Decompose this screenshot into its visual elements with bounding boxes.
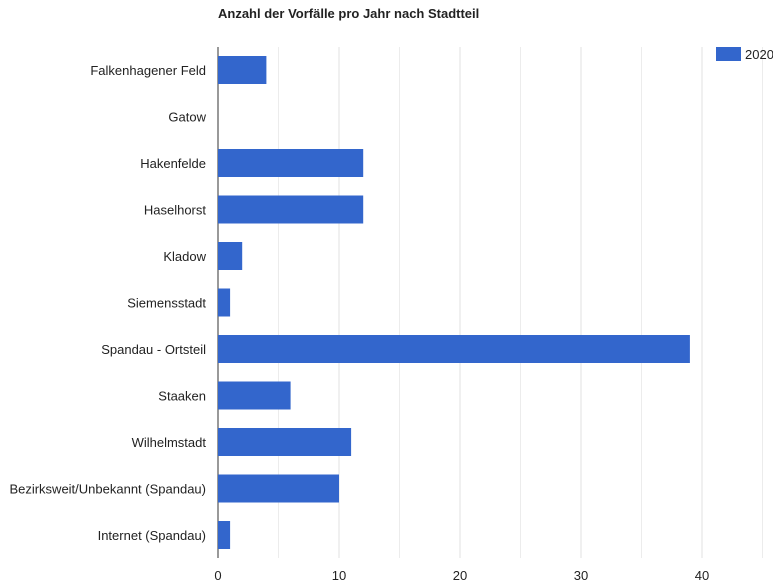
category-label-8: Wilhelmstadt bbox=[132, 435, 207, 450]
category-label-1: Gatow bbox=[168, 110, 206, 125]
legend-swatch bbox=[716, 47, 741, 61]
bar-3[interactable] bbox=[218, 195, 364, 224]
category-label-6: Spandau - Ortsteil bbox=[101, 342, 206, 357]
x-tick-label-2: 20 bbox=[453, 568, 467, 583]
bar-10[interactable] bbox=[218, 521, 231, 549]
category-labels: Falkenhagener Feld Gatow Hakenfelde Haselho… bbox=[9, 63, 206, 543]
category-label-7: Staaken bbox=[158, 389, 206, 404]
bar-4[interactable] bbox=[218, 242, 243, 270]
x-tick-label-3: 30 bbox=[574, 568, 588, 583]
bars bbox=[218, 56, 690, 549]
legend-label: 2020 bbox=[745, 47, 773, 62]
bar-0[interactable] bbox=[218, 56, 267, 84]
bar-5[interactable] bbox=[218, 288, 231, 317]
category-label-3: Haselhorst bbox=[144, 203, 207, 218]
bar-9[interactable] bbox=[218, 474, 339, 503]
x-tick-label-0: 0 bbox=[214, 568, 221, 583]
category-label-5: Siemensstadt bbox=[127, 296, 206, 311]
x-tick-label-4: 40 bbox=[695, 568, 709, 583]
category-label-9: Bezirksweit/Unbekannt (Spandau) bbox=[9, 482, 206, 497]
chart-title: Anzahl der Vorfälle pro Jahr nach Stadtt… bbox=[218, 6, 480, 21]
bar-7[interactable] bbox=[218, 381, 291, 410]
bar-8[interactable] bbox=[218, 428, 352, 456]
category-label-10: Internet (Spandau) bbox=[98, 528, 206, 543]
legend: 2020 bbox=[716, 47, 773, 62]
bar-2[interactable] bbox=[218, 149, 364, 177]
x-tick-label-1: 10 bbox=[332, 568, 346, 583]
bar-6[interactable] bbox=[218, 335, 690, 363]
category-label-2: Hakenfelde bbox=[140, 156, 206, 171]
category-label-0: Falkenhagener Feld bbox=[90, 63, 206, 78]
x-axis-ticks: 0 10 20 30 40 bbox=[214, 568, 709, 583]
category-label-4: Kladow bbox=[163, 249, 206, 264]
